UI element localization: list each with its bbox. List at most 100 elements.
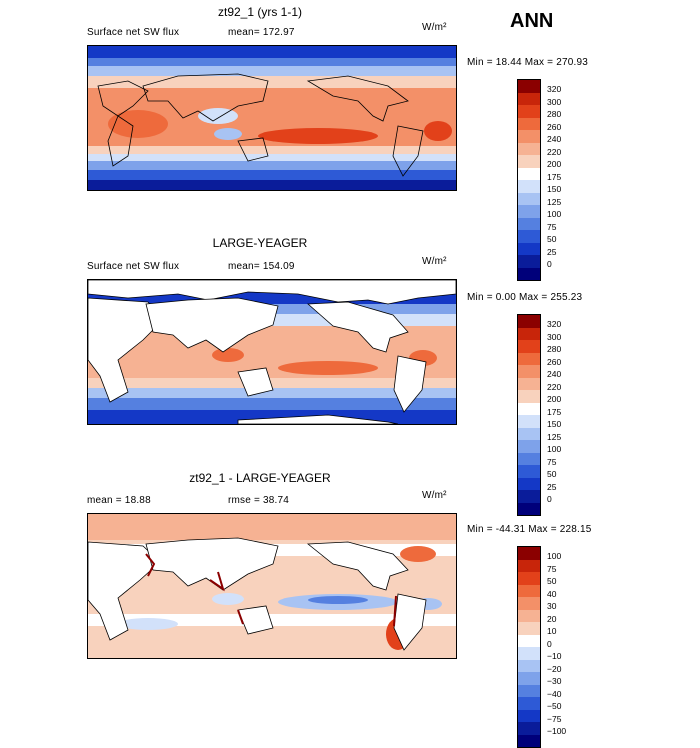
cbar-label: 75	[547, 456, 557, 467]
colorbar-swatch	[518, 465, 540, 478]
panel1-colorbar	[517, 79, 541, 281]
panel1-units: W/m²	[422, 22, 447, 33]
colorbar-swatch	[518, 255, 540, 268]
cbar-label: −75	[547, 713, 562, 724]
colorbar-swatch	[518, 142, 540, 155]
panel2-mean: mean= 154.09	[228, 261, 295, 272]
cbar-label: 100	[547, 444, 562, 454]
cbar-label: 20	[547, 613, 557, 624]
colorbar-swatch	[518, 130, 540, 143]
cbar-label: 100	[547, 209, 562, 219]
season-label: ANN	[510, 10, 554, 32]
colorbar-swatch	[518, 697, 540, 710]
panel2-variable: Surface net SW flux	[87, 261, 180, 272]
colorbar-swatch	[518, 647, 540, 660]
colorbar-swatch	[518, 242, 540, 255]
colorbar-swatch	[518, 180, 540, 193]
cbar-label: 30	[547, 601, 557, 611]
cbar-label: 200	[547, 394, 562, 404]
panel2-mean-label: mean=	[228, 261, 260, 272]
cbar-label: 150	[547, 184, 562, 194]
cbar-label: 175	[547, 406, 562, 417]
colorbar-swatch	[518, 722, 540, 735]
cbar-label: 175	[547, 171, 562, 182]
panel2-title: LARGE-YEAGER	[212, 236, 308, 250]
colorbar-swatch	[518, 167, 540, 180]
colorbar-swatch	[518, 327, 540, 340]
cbar-label: 220	[547, 381, 562, 392]
panel3-rmse: rmse = 38.74	[228, 495, 290, 506]
colorbar-swatch	[518, 659, 540, 672]
panel2-minmax: Min = 0.00 Max = 255.23	[467, 292, 583, 303]
colorbar-swatch	[518, 490, 540, 503]
colorbar-swatch	[518, 634, 540, 647]
cbar-label: 320	[547, 84, 562, 94]
cbar-label: 0	[547, 638, 552, 649]
colorbar-swatch	[518, 390, 540, 403]
colorbar-swatch	[518, 117, 540, 130]
colorbar-swatch	[518, 365, 540, 378]
colorbar-swatch	[518, 415, 540, 428]
colorbar-swatch	[518, 609, 540, 622]
cbar-label: 75	[547, 563, 557, 574]
colorbar-swatch	[518, 597, 540, 610]
cbar-label: −40	[547, 688, 562, 699]
colorbar-swatch	[518, 477, 540, 490]
colorbar-swatch	[518, 230, 540, 243]
colorbar-swatch	[518, 267, 540, 280]
cbar-label: 240	[547, 369, 562, 379]
cbar-label: 0	[547, 494, 552, 504]
cbar-label: 320	[547, 319, 562, 329]
panel2-units: W/m²	[422, 256, 447, 267]
colorbar-swatch	[518, 440, 540, 453]
cbar-label: 50	[547, 234, 557, 244]
cbar-label: 300	[547, 331, 562, 342]
colorbar-swatch	[518, 572, 540, 585]
colorbar-swatch	[518, 452, 540, 465]
cbar-label: 25	[547, 481, 557, 492]
panel3-map	[87, 513, 457, 659]
panel1-minmax: Min = 18.44 Max = 270.93	[467, 57, 588, 68]
panel1-colorbar-labels: 320 300 280 260 240 220 200 175 150 125 …	[547, 83, 561, 271]
colorbar-swatch	[518, 340, 540, 353]
colorbar-swatch	[518, 672, 540, 685]
colorbar-swatch	[518, 92, 540, 105]
cbar-label: 280	[547, 344, 562, 354]
cbar-label: −30	[547, 676, 562, 686]
cbar-label: 125	[547, 196, 562, 207]
cbar-label: 200	[547, 159, 562, 169]
colorbar-swatch	[518, 684, 540, 697]
colorbar-swatch	[518, 80, 540, 93]
panel1-variable: Surface net SW flux	[87, 27, 180, 38]
cbar-label: 75	[547, 221, 557, 232]
colorbar-swatch	[518, 402, 540, 415]
panel3-colorbar-labels: 100 75 50 40 30 20 10 0 −10 −20 −30 −40 …	[547, 550, 566, 738]
panel1-title: zt92_1 (yrs 1-1)	[217, 5, 303, 19]
cbar-label: −50	[547, 701, 562, 711]
cbar-label: 260	[547, 356, 562, 367]
cbar-label: 0	[547, 259, 552, 269]
cbar-label: 100	[547, 551, 562, 561]
colorbar-swatch	[518, 192, 540, 205]
panel2-colorbar	[517, 314, 541, 516]
colorbar-swatch	[518, 622, 540, 635]
cbar-label: −100	[547, 726, 567, 736]
colorbar-swatch	[518, 217, 540, 230]
colorbar-swatch	[518, 502, 540, 515]
panel3-mean: mean = 18.88	[87, 495, 151, 506]
cbar-label: 240	[547, 134, 562, 144]
colorbar-swatch	[518, 205, 540, 218]
cbar-label: 50	[547, 469, 557, 479]
colorbar-swatch	[518, 427, 540, 440]
colorbar-swatch	[518, 315, 540, 328]
panel1-mean-value: 172.97	[262, 27, 295, 38]
panel3-title: zt92_1 - LARGE-YEAGER	[189, 471, 331, 485]
panel3-colorbar	[517, 546, 541, 748]
colorbar-swatch	[518, 377, 540, 390]
cbar-label: 25	[547, 246, 557, 257]
cbar-label: −20	[547, 663, 562, 674]
panel2-colorbar-labels: 320 300 280 260 240 220 200 175 150 125 …	[547, 318, 561, 506]
colorbar-swatch	[518, 155, 540, 168]
cbar-label: −10	[547, 651, 562, 661]
colorbar-swatch	[518, 734, 540, 747]
